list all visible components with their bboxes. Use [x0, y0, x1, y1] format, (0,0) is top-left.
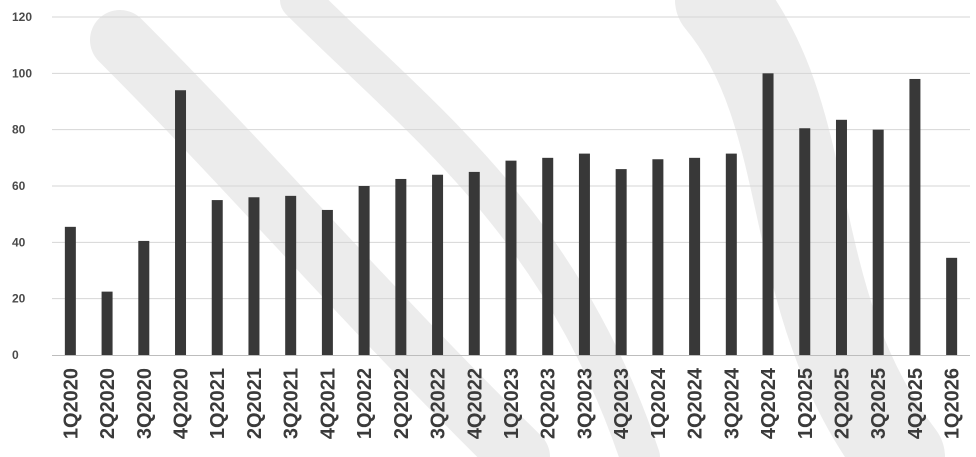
bar-2q2024	[689, 157, 701, 355]
x-tick-label: 2Q2024	[685, 367, 707, 439]
bar-2q2025	[835, 119, 847, 355]
bars	[64, 73, 958, 355]
y-tick-label: 60	[12, 179, 26, 193]
x-tick-label: 1Q2021	[207, 368, 229, 439]
bar-4q2021	[321, 209, 333, 355]
bar-2q2021	[248, 197, 260, 355]
x-axis-ticks: 1Q2020 2Q2020 3Q2020 4Q2020 1Q2021 2Q2021 3Q20…	[60, 367, 963, 439]
bar-2q2023	[542, 157, 554, 355]
x-tick-label: 4Q2023	[611, 368, 633, 439]
bar-1q2023	[505, 160, 517, 355]
x-tick-label: 3Q2024	[721, 367, 743, 439]
x-tick-label: 2Q2025	[831, 368, 853, 439]
x-tick-label: 3Q2025	[868, 368, 890, 439]
x-tick-label: 4Q2024	[758, 367, 780, 439]
y-axis-ticks: 0 20 40 60 80 100 120	[12, 10, 32, 362]
bar-1q2025	[799, 128, 811, 355]
bar-3q2020	[138, 240, 150, 355]
x-tick-label: 2Q2023	[538, 368, 560, 439]
y-tick-label: 80	[12, 123, 26, 137]
bar-3q2021	[285, 195, 297, 355]
bar-4q2024	[762, 73, 774, 355]
bar-3q2024	[725, 153, 737, 355]
bar-2q2022	[395, 178, 407, 355]
bar-2q2020	[101, 291, 113, 355]
bar-3q2022	[432, 174, 444, 355]
x-tick-label: 2Q2021	[244, 368, 266, 439]
bar-1q2026	[946, 257, 958, 355]
bar-1q2024	[652, 159, 664, 355]
x-tick-label: 1Q2024	[648, 367, 670, 439]
bar-1q2021	[211, 200, 223, 355]
bar-4q2023	[615, 169, 627, 355]
x-tick-label: 2Q2022	[391, 368, 413, 439]
x-tick-label: 1Q2022	[354, 368, 376, 439]
y-tick-label: 120	[12, 10, 32, 24]
x-tick-label: 4Q2020	[171, 368, 193, 439]
y-tick-label: 0	[12, 348, 19, 362]
bar-3q2025	[872, 129, 884, 355]
x-tick-label: 4Q2021	[317, 368, 339, 439]
x-tick-label: 1Q2023	[501, 368, 523, 439]
bar-4q2020	[175, 90, 187, 355]
x-tick-label: 3Q2020	[134, 368, 156, 439]
y-tick-label: 20	[12, 292, 26, 306]
bar-1q2020	[64, 226, 76, 355]
x-tick-label: 3Q2021	[281, 368, 303, 439]
x-tick-label: 2Q2020	[97, 368, 119, 439]
y-tick-label: 100	[12, 66, 32, 80]
watermark-swirl	[280, 0, 660, 457]
x-tick-label: 3Q2023	[574, 368, 596, 439]
x-tick-label: 1Q2026	[942, 368, 964, 439]
bar-4q2025	[909, 78, 921, 355]
x-tick-label: 4Q2022	[464, 368, 486, 439]
x-tick-label: 1Q2020	[60, 368, 82, 439]
bar-4q2022	[468, 171, 480, 355]
x-tick-label: 1Q2025	[795, 368, 817, 439]
bar-1q2022	[358, 186, 370, 355]
x-tick-label: 4Q2025	[905, 368, 927, 439]
bar-3q2023	[578, 153, 590, 355]
x-tick-label: 3Q2022	[428, 368, 450, 439]
y-tick-label: 40	[12, 235, 26, 249]
